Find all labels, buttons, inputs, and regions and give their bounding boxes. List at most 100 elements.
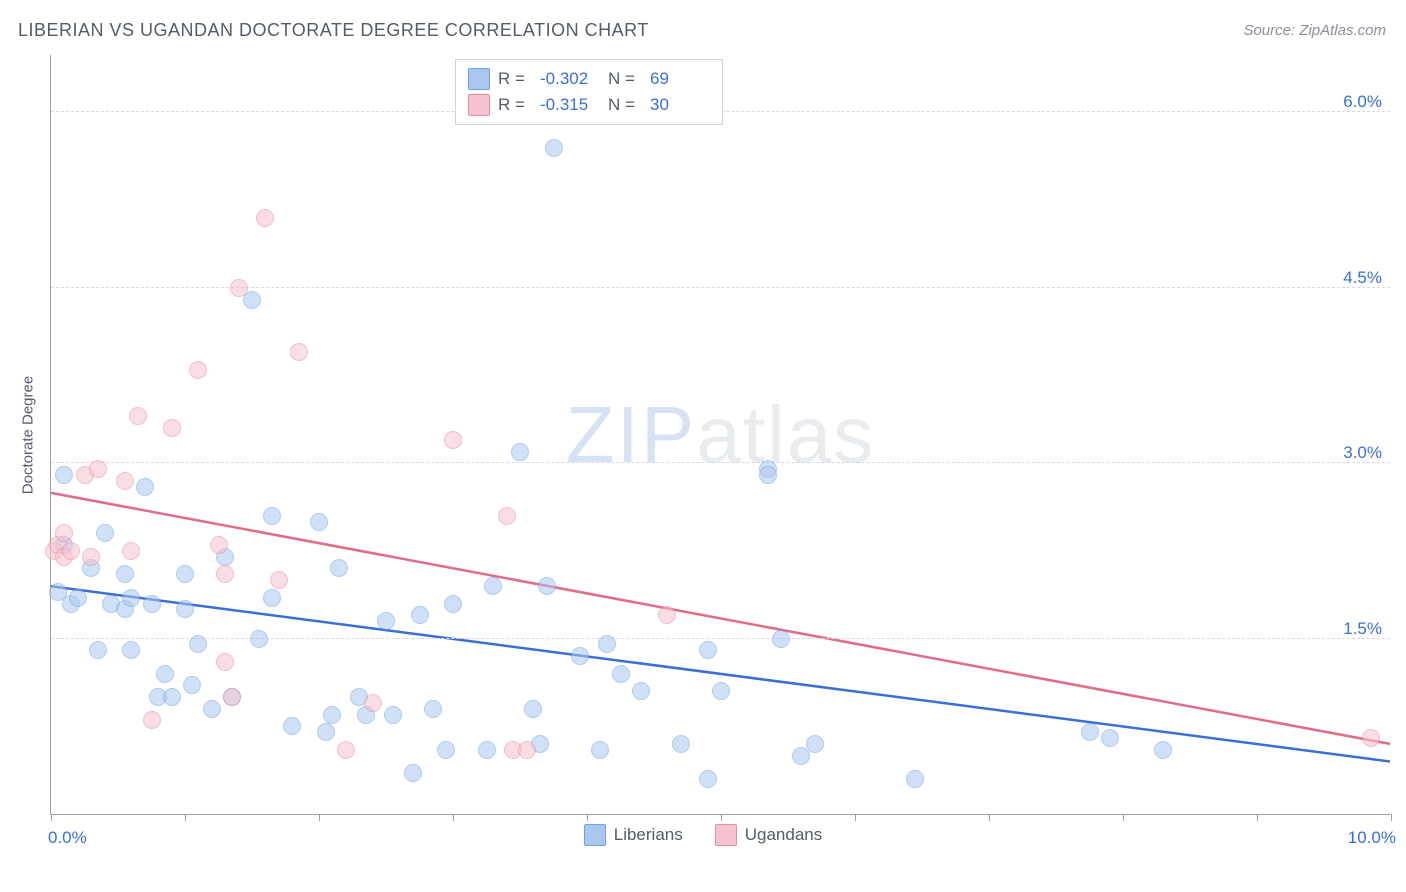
data-point — [136, 478, 154, 496]
data-point — [1362, 729, 1380, 747]
x-tick — [1257, 814, 1258, 821]
data-point — [129, 407, 147, 425]
data-point — [1154, 741, 1172, 759]
x-tick — [453, 814, 454, 821]
x-tick — [989, 814, 990, 821]
x-axis-max-label: 10.0% — [1348, 828, 1396, 848]
swatch-icon — [468, 68, 490, 90]
data-point — [538, 577, 556, 595]
x-tick — [1123, 814, 1124, 821]
data-point — [122, 589, 140, 607]
data-point — [424, 700, 442, 718]
data-point — [290, 343, 308, 361]
data-point — [498, 507, 516, 525]
y-tick-label: 3.0% — [1343, 443, 1382, 463]
data-point — [591, 741, 609, 759]
trendline — [51, 493, 1390, 744]
data-point — [404, 764, 422, 782]
data-point — [545, 139, 563, 157]
swatch-icon — [715, 824, 737, 846]
data-point — [598, 635, 616, 653]
data-point — [330, 559, 348, 577]
data-point — [478, 741, 496, 759]
data-point — [263, 507, 281, 525]
legend-item: Liberians — [584, 824, 683, 846]
data-point — [216, 653, 234, 671]
x-tick — [185, 814, 186, 821]
stat-label: N = — [608, 95, 642, 115]
gridline — [51, 287, 1390, 288]
data-point — [210, 536, 228, 554]
data-point — [216, 565, 234, 583]
data-point — [1081, 723, 1099, 741]
data-point — [176, 600, 194, 618]
legend-stats: R = -0.302 N = 69 R = -0.315 N = 30 — [455, 59, 723, 125]
data-point — [518, 741, 536, 759]
data-point — [189, 635, 207, 653]
stat-r: -0.315 — [540, 95, 600, 115]
data-point — [55, 524, 73, 542]
data-point — [384, 706, 402, 724]
data-point — [699, 770, 717, 788]
stat-label: N = — [608, 69, 642, 89]
data-point — [759, 466, 777, 484]
watermark-zip: ZIP — [566, 390, 696, 479]
data-point — [223, 688, 241, 706]
x-tick — [855, 814, 856, 821]
data-point — [672, 735, 690, 753]
watermark: ZIPatlas — [566, 389, 875, 481]
x-axis-min-label: 0.0% — [48, 828, 87, 848]
data-point — [437, 741, 455, 759]
data-point — [906, 770, 924, 788]
data-point — [116, 565, 134, 583]
data-point — [189, 361, 207, 379]
data-point — [143, 595, 161, 613]
x-tick — [319, 814, 320, 821]
data-point — [484, 577, 502, 595]
data-point — [571, 647, 589, 665]
data-point — [89, 641, 107, 659]
legend-series: Liberians Ugandans — [0, 824, 1406, 846]
chart-title: LIBERIAN VS UGANDAN DOCTORATE DEGREE COR… — [18, 20, 649, 41]
data-point — [511, 443, 529, 461]
data-point — [256, 209, 274, 227]
y-tick-label: 1.5% — [1343, 619, 1382, 639]
data-point — [337, 741, 355, 759]
data-point — [69, 589, 87, 607]
data-point — [270, 571, 288, 589]
data-point — [82, 548, 100, 566]
stat-n: 69 — [650, 69, 710, 89]
data-point — [143, 711, 161, 729]
x-tick — [51, 814, 52, 821]
data-point — [176, 565, 194, 583]
watermark-atlas: atlas — [696, 390, 875, 479]
data-point — [62, 542, 80, 560]
x-tick — [721, 814, 722, 821]
data-point — [712, 682, 730, 700]
data-point — [283, 717, 301, 735]
legend-label: Liberians — [614, 825, 683, 845]
data-point — [772, 630, 790, 648]
data-point — [163, 419, 181, 437]
data-point — [317, 723, 335, 741]
data-point — [411, 606, 429, 624]
data-point — [122, 641, 140, 659]
y-axis-title: Doctorate Degree — [20, 376, 37, 494]
data-point — [230, 279, 248, 297]
data-point — [183, 676, 201, 694]
data-point — [1101, 729, 1119, 747]
legend-item: Ugandans — [715, 824, 823, 846]
legend-stats-row: R = -0.315 N = 30 — [468, 92, 710, 118]
gridline — [51, 462, 1390, 463]
stat-label: R = — [498, 95, 532, 115]
data-point — [364, 694, 382, 712]
data-point — [250, 630, 268, 648]
data-point — [89, 460, 107, 478]
data-point — [310, 513, 328, 531]
stat-r: -0.302 — [540, 69, 600, 89]
swatch-icon — [468, 94, 490, 116]
data-point — [203, 700, 221, 718]
data-point — [156, 665, 174, 683]
x-tick — [587, 814, 588, 821]
data-point — [806, 735, 824, 753]
